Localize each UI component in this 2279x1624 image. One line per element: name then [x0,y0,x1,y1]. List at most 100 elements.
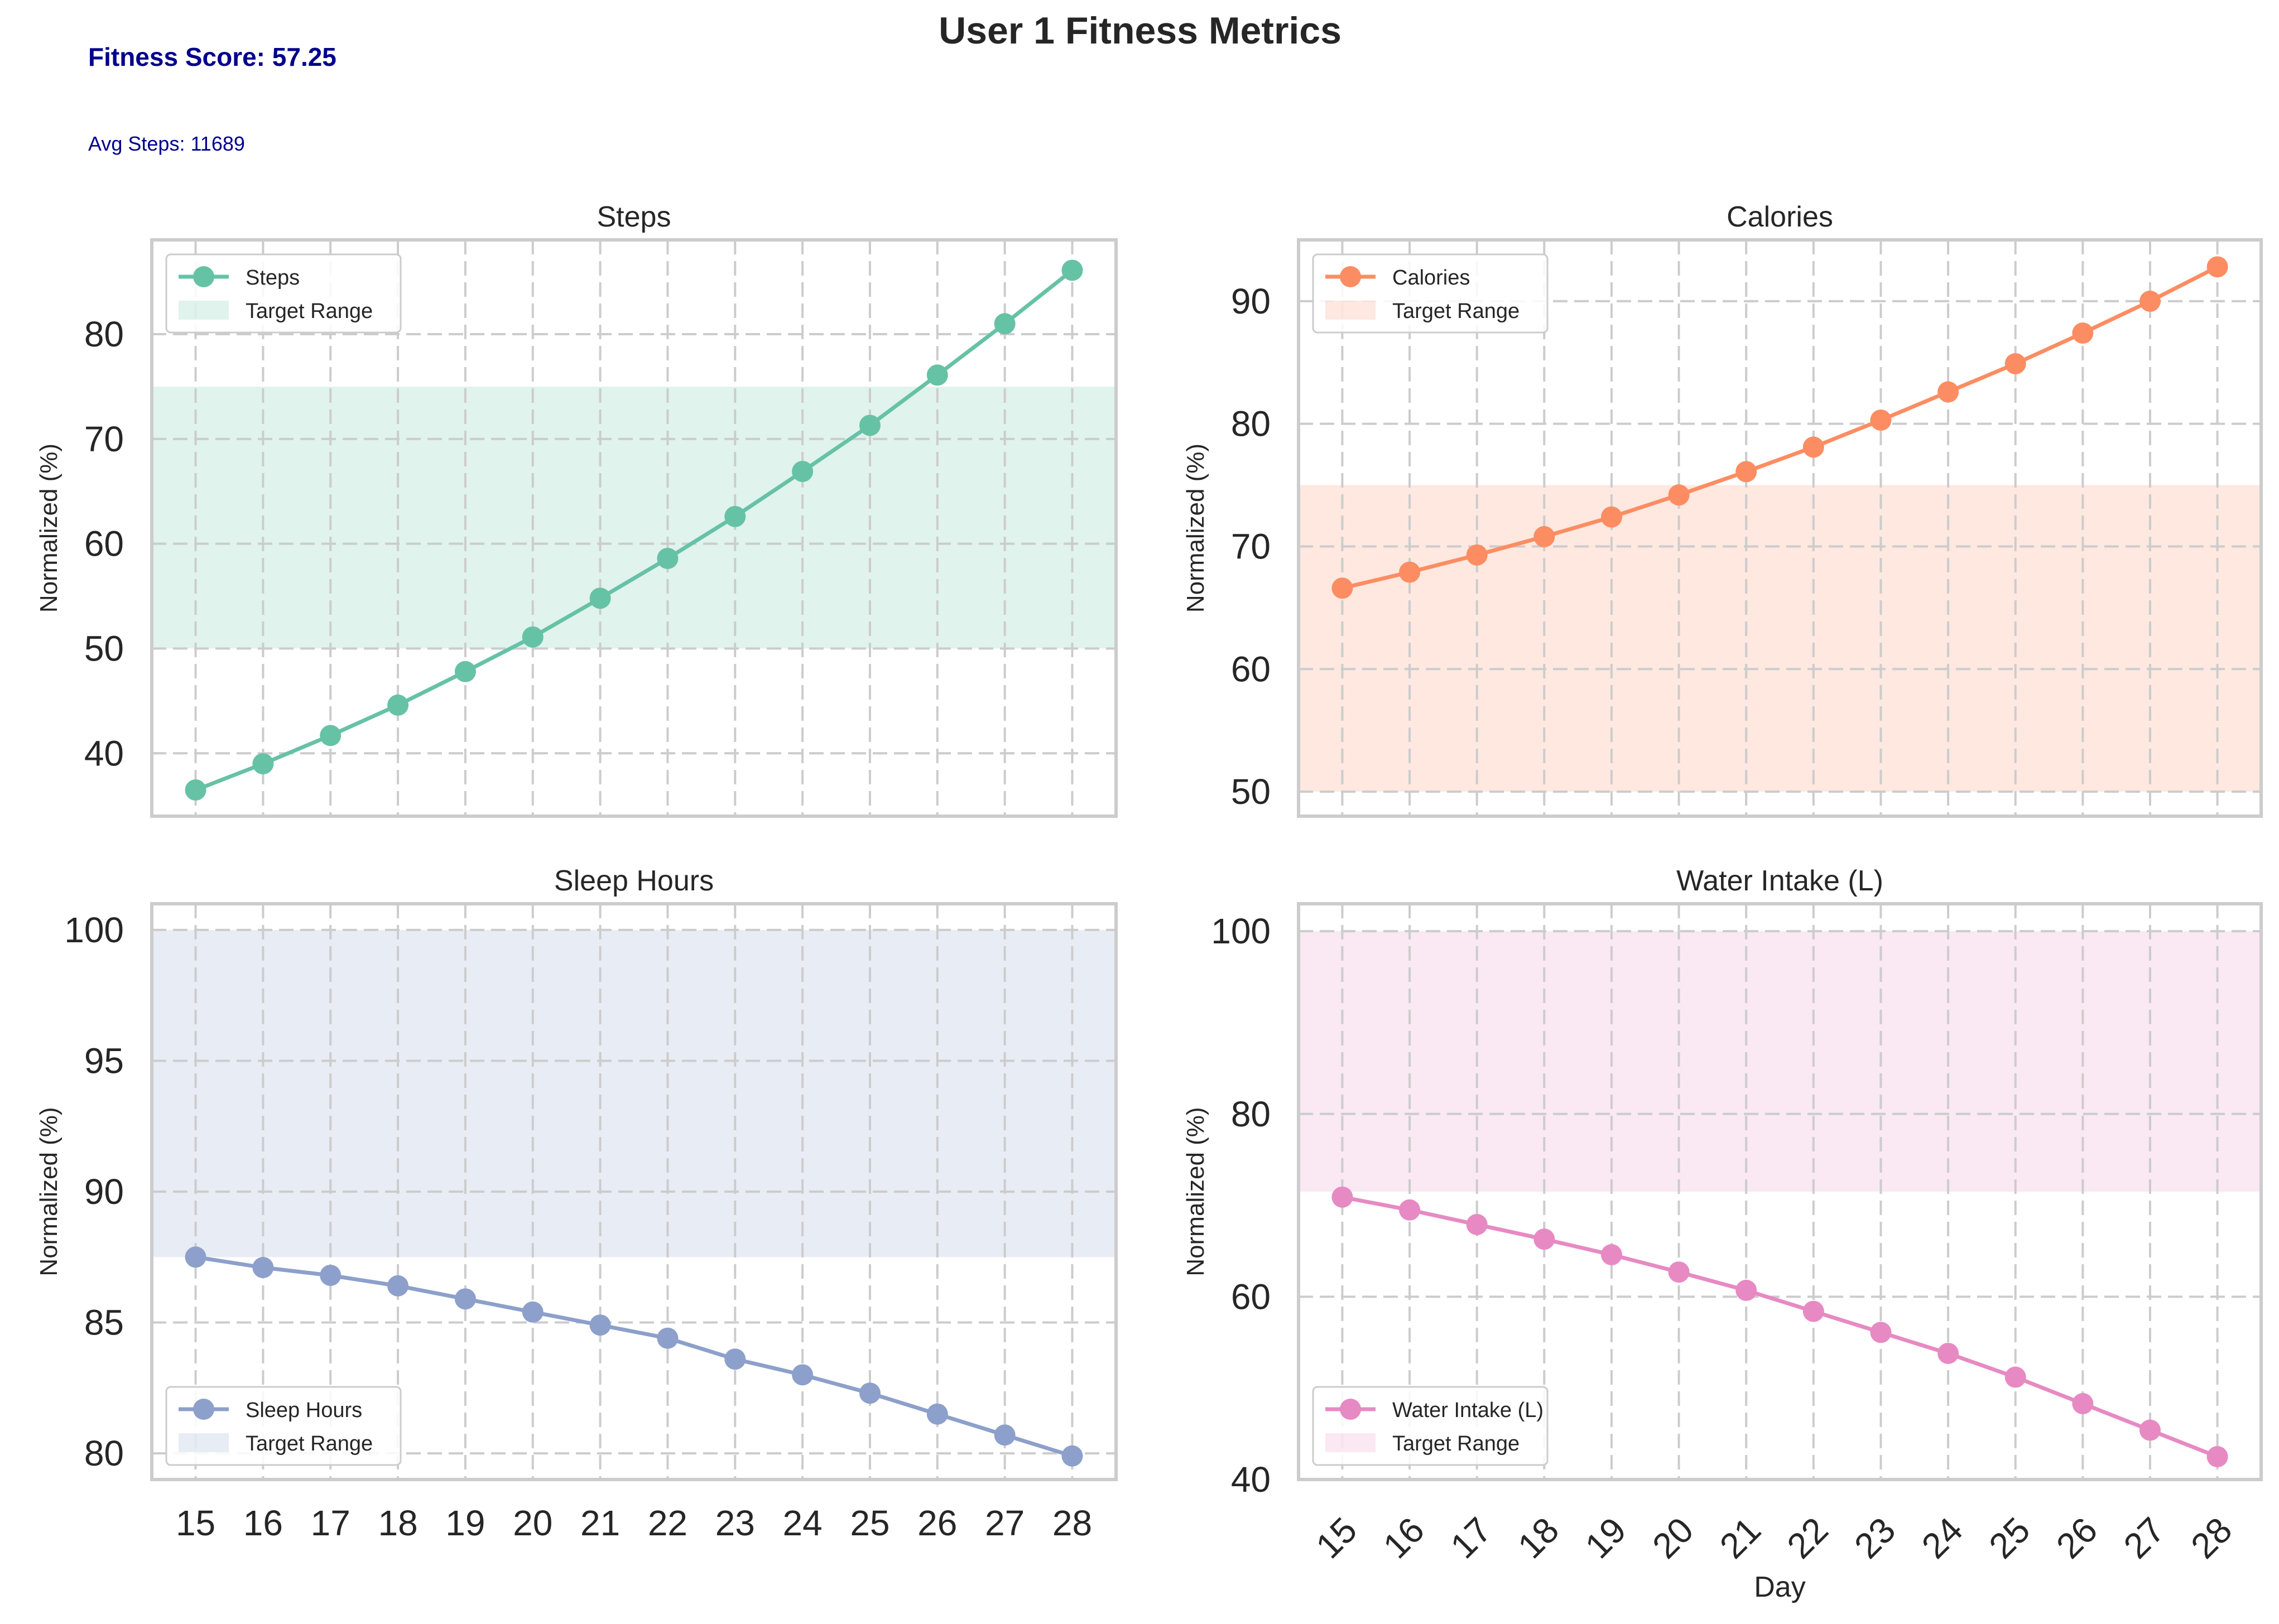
x-tick-label: 23 [715,1503,755,1543]
y-axis-label: Normalized (%) [35,1107,62,1276]
y-axis-label: Normalized (%) [1182,1107,1209,1276]
legend-series-marker [1340,266,1361,287]
panel-steps: 40 50 60 70 80 Steps Normalized (%) Steps Target… [35,201,1118,818]
data-point [2139,1419,2161,1441]
y-tick-label: 70 [84,419,124,459]
legend-target-swatch [1325,1433,1376,1452]
x-tick-label: 25 [850,1503,890,1543]
x-tick-label: 19 [445,1503,485,1543]
fitness-score-text: Fitness Score: 57.25 [88,42,336,71]
data-point [387,694,409,716]
y-tick-label: 100 [64,910,124,950]
legend-target-swatch [1325,301,1376,320]
data-point [1331,577,1353,599]
data-point [2004,1366,2026,1388]
data-point [1937,1342,1959,1364]
legend-series-marker [193,266,214,287]
legend: Water Intake (L) Target Range [1312,1386,1549,1466]
legend-box [165,1386,402,1466]
x-axis-label: Day [1754,1571,1805,1603]
data-point [1331,1186,1353,1208]
data-point [1870,409,1892,431]
x-tick-label: 17 [311,1503,350,1543]
data-point [2206,1446,2228,1468]
legend: Calories Target Range [1312,253,1549,334]
data-point [252,1257,274,1279]
panel-title: Calories [1727,201,1833,233]
data-point [454,1288,476,1310]
panel-title: Sleep Hours [554,865,714,897]
target-range-band [152,929,1116,1257]
legend-target-swatch [179,301,229,320]
y-tick-label: 60 [84,524,124,564]
data-point [1668,484,1690,506]
y-tick-label: 80 [84,314,124,354]
y-tick-label: 40 [1231,1459,1271,1500]
data-point [994,313,1016,335]
target-range-band [152,386,1116,649]
data-point [657,1327,679,1349]
data-point [1802,436,1824,458]
legend: Steps Target Range [165,253,402,334]
data-point [252,753,274,775]
data-point [2139,290,2161,312]
legend-box [1312,1386,1549,1466]
data-point [724,505,746,527]
legend-label: Steps [246,266,300,290]
data-point [1533,1228,1555,1250]
y-tick-label: 50 [84,628,124,668]
figure-title: User 1 Fitness Metrics [939,9,1342,52]
x-tick-label: 16 [243,1503,283,1543]
data-point [926,364,948,386]
x-tick-label: 26 [917,1503,957,1543]
data-point [1533,526,1555,547]
legend-label: Water Intake (L) [1392,1399,1544,1422]
data-point [387,1275,409,1297]
data-point [454,661,476,682]
y-tick-label: 50 [1231,772,1271,812]
x-tick-label: 20 [513,1503,552,1543]
y-tick-label: 95 [84,1040,124,1081]
target-range-band [1299,931,2261,1192]
x-tick-label: 27 [985,1503,1025,1543]
panel-title: Water Intake (L) [1676,865,1883,897]
axes-frame [150,902,1118,1481]
legend-series-marker [1340,1399,1361,1420]
data-point [859,415,881,436]
data-point [1061,259,1083,281]
y-tick-label: 40 [84,733,124,773]
y-tick-label: 70 [1231,526,1271,566]
legend-series-marker [193,1399,214,1420]
x-tick-label: 24 [783,1503,823,1543]
data-point [792,1364,814,1386]
data-point [1466,544,1488,566]
panel-calories: 50 60 70 80 90 Calories Normalized (%) Calories… [1182,201,2263,818]
series-line-calories [1342,265,2219,590]
data-point [657,547,679,569]
y-axis-label: Normalized (%) [35,444,62,613]
y-tick-label: 80 [1231,404,1271,444]
data-point [1399,1199,1421,1221]
data-point [1802,1300,1824,1322]
data-point [589,1314,611,1336]
data-point [1937,381,1959,403]
y-axis-label: Normalized (%) [1182,444,1209,613]
data-point [1466,1213,1488,1235]
data-point [1061,1445,1083,1467]
data-point [320,1265,342,1286]
y-tick-label: 90 [84,1172,124,1212]
y-tick-label: 80 [1231,1094,1271,1134]
x-tick-label: 22 [648,1503,687,1543]
data-point [859,1382,881,1404]
axes-frame [1297,238,2263,818]
data-point [2072,1393,2094,1415]
y-tick-label: 80 [84,1433,124,1473]
series-line-steps [195,268,1074,792]
data-point [522,1301,544,1323]
legend-label: Sleep Hours [246,1399,362,1422]
data-point [1668,1261,1690,1283]
axes-frame [150,238,1118,818]
data-point [792,461,814,483]
avg-steps-text: Avg Steps: 11689 [88,132,245,155]
